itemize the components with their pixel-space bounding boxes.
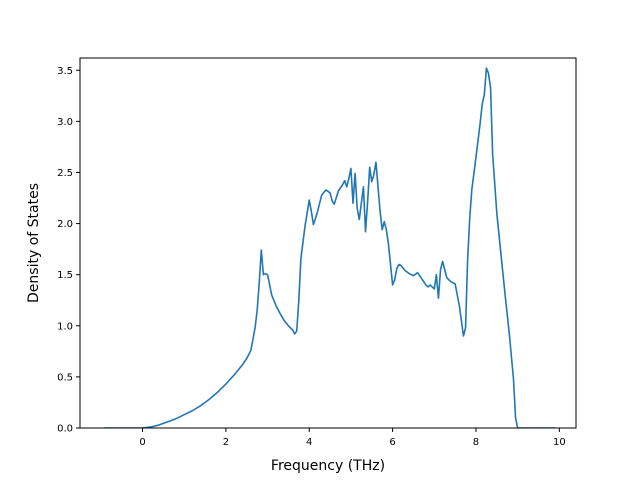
y-tick-label: 0.5 [57, 372, 73, 383]
y-tick-label: 2.0 [57, 219, 73, 230]
x-tick-label: 0 [139, 437, 145, 448]
y-tick-label: 1.5 [57, 270, 73, 281]
dos-series-line-0 [104, 67, 556, 428]
x-tick-label: 8 [473, 437, 479, 448]
y-axis-label: Density of States [26, 183, 42, 303]
y-tick-label: 0.0 [57, 424, 73, 435]
x-tick-label: 10 [553, 437, 566, 448]
x-axis-label: Frequency (THz) [271, 458, 385, 474]
y-tick-label: 3.0 [57, 117, 73, 128]
x-axis-ticks: 0 2 4 6 8 10 [139, 428, 566, 448]
x-tick-label: 2 [223, 437, 229, 448]
plot-area [104, 67, 556, 428]
y-tick-label: 3.5 [57, 66, 73, 77]
x-tick-label: 6 [389, 437, 395, 448]
axes-frame [79, 57, 577, 429]
y-tick-label: 1.0 [57, 321, 73, 332]
y-tick-label: 2.5 [57, 168, 73, 179]
x-tick-label: 4 [306, 437, 312, 448]
y-axis-ticks: 0.0 0.5 1.0 1.5 2.0 2.5 3.0 3.5 [57, 66, 80, 435]
